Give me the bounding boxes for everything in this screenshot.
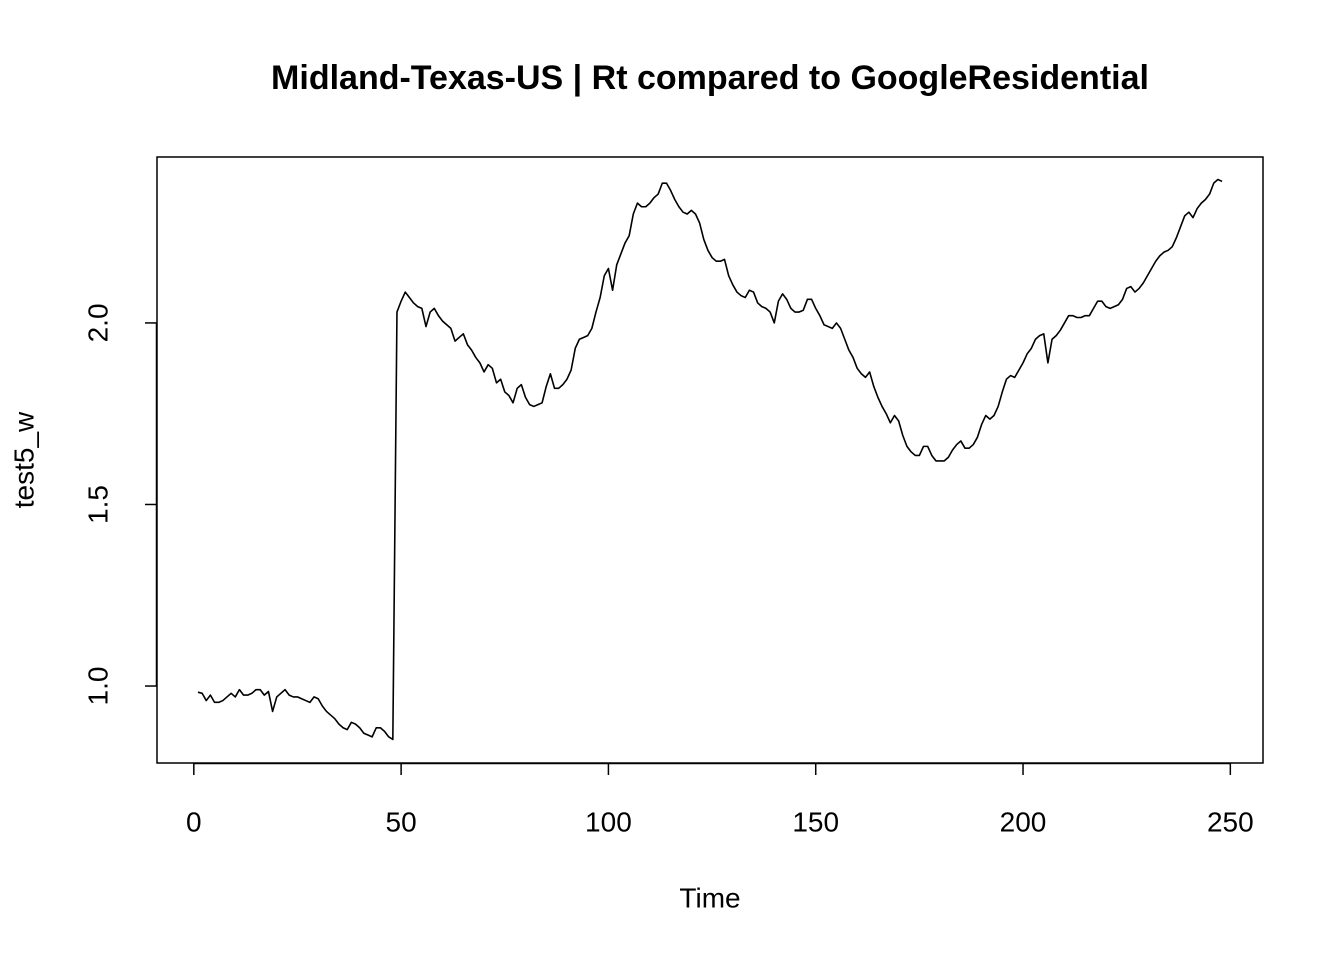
y-tick-label: 1.0 [82,667,113,706]
x-tick-label: 200 [1000,806,1047,837]
x-tick-label: 150 [792,806,839,837]
y-tick-label: 2.0 [82,303,113,342]
x-tick-label: 250 [1207,806,1254,837]
x-tick-label: 100 [585,806,632,837]
y-tick-label: 1.5 [82,485,113,524]
y-axis-title: test5_w [8,411,39,508]
x-tick-label: 0 [186,806,202,837]
data-line [197,178,1223,741]
chart-title: Midland-Texas-US | Rt compared to Google… [271,59,1149,97]
x-axis-title: Time [679,882,740,913]
x-tick-label: 50 [386,806,417,837]
